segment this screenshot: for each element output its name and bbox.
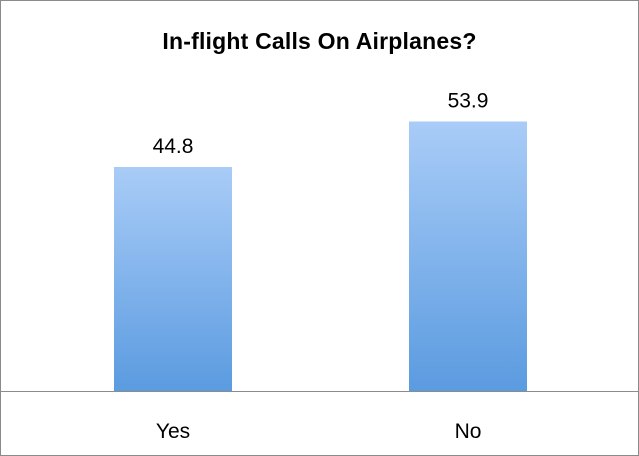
category-labels-group: Yes No [156, 420, 482, 443]
chart-title: In-flight Calls On Airplanes? [162, 28, 477, 54]
data-label-no: 53.9 [448, 90, 489, 113]
bars-group [114, 121, 527, 391]
bar-yes [114, 167, 232, 391]
data-label-yes: 44.8 [153, 135, 194, 158]
category-label-no: No [455, 420, 482, 443]
data-labels-group: 44.8 53.9 [153, 90, 489, 159]
category-label-yes: Yes [156, 420, 190, 443]
bar-no [409, 121, 527, 391]
